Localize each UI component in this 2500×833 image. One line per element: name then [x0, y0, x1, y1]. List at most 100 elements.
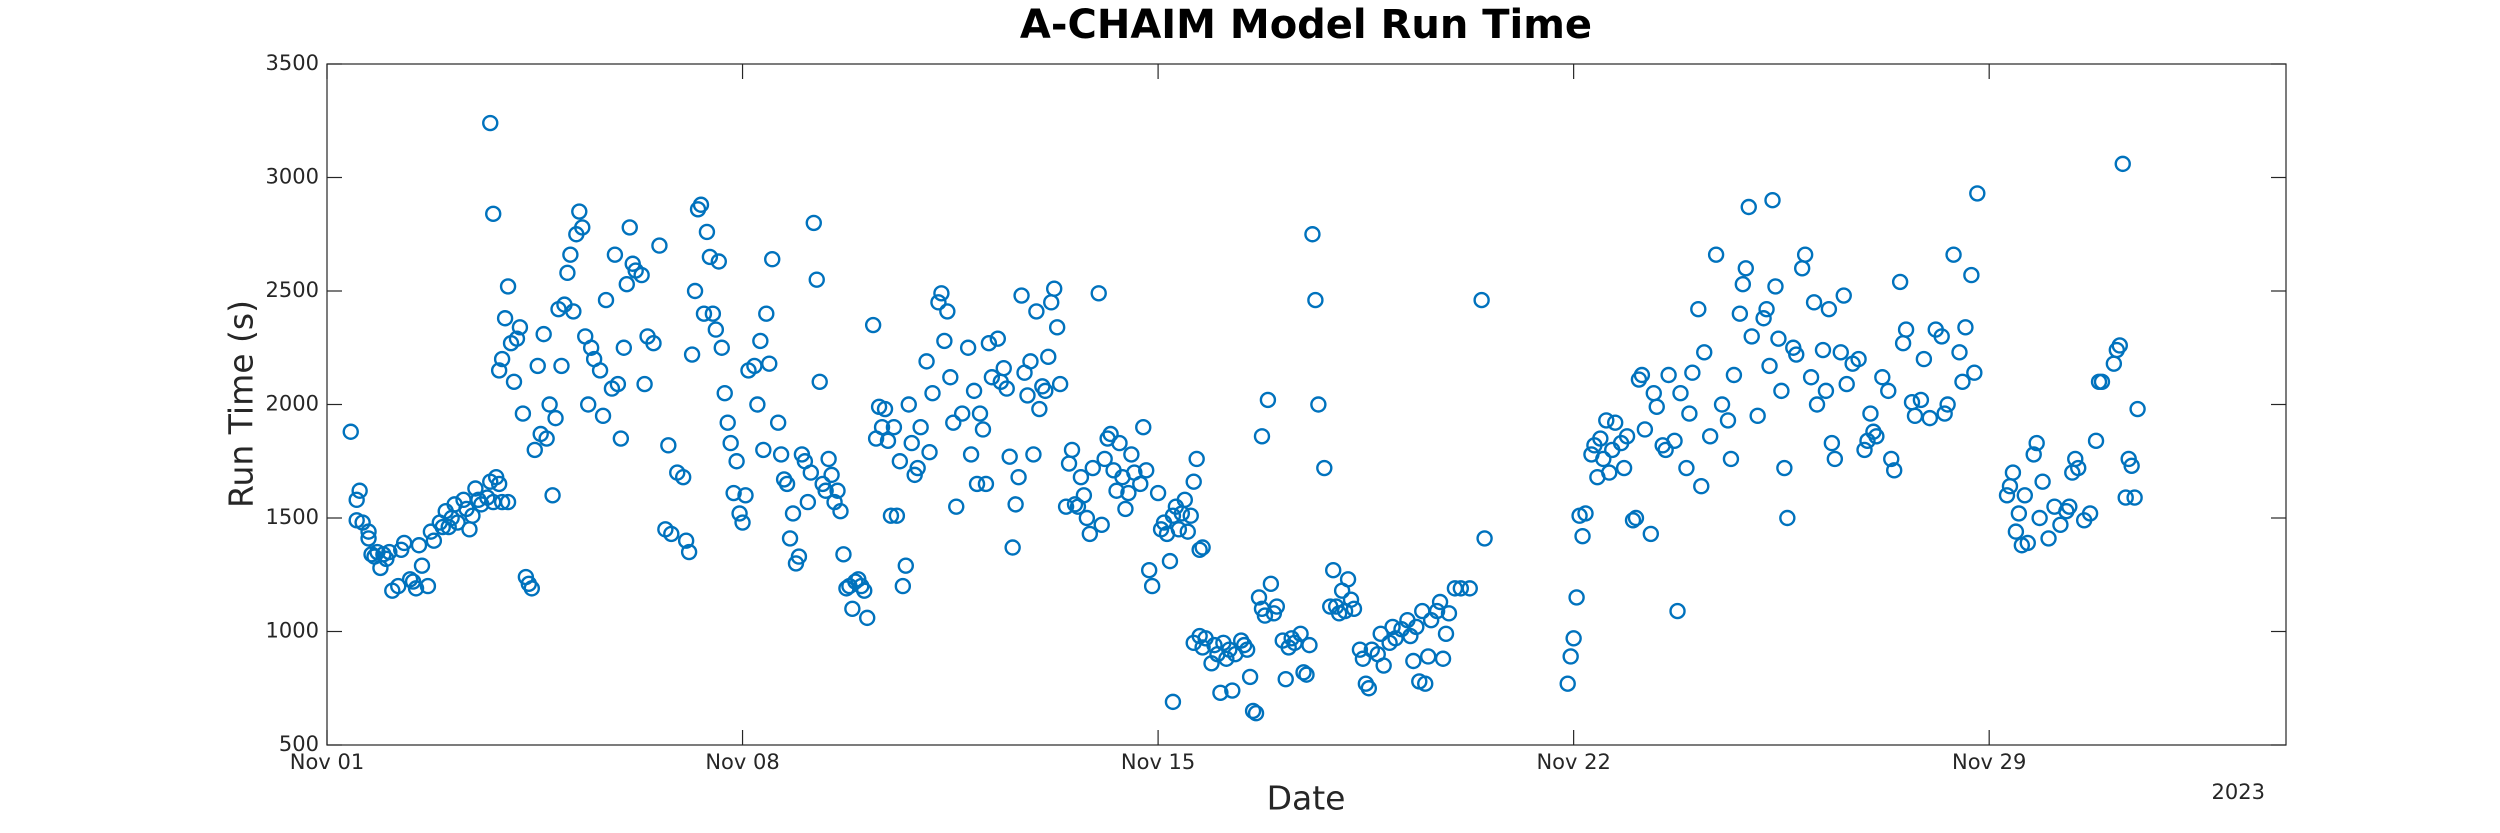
- point: [2052, 516, 2069, 534]
- point: [1764, 191, 1781, 209]
- point: [707, 321, 725, 338]
- point: [1298, 666, 1315, 683]
- point: [758, 305, 775, 322]
- point: [1452, 580, 1470, 597]
- point: [1117, 500, 1134, 518]
- point: [449, 514, 466, 531]
- point: [1731, 305, 1749, 322]
- point: [1277, 670, 1294, 688]
- point: [1725, 366, 1743, 384]
- point: [1262, 575, 1280, 593]
- point: [1832, 344, 1849, 361]
- point: [1793, 260, 1811, 277]
- y-tick-label: 3500: [266, 51, 319, 75]
- point: [1565, 630, 1582, 647]
- point: [2004, 464, 2022, 481]
- point: [1072, 468, 1090, 486]
- point: [1823, 434, 1841, 452]
- point: [1375, 657, 1392, 674]
- point: [1761, 357, 1778, 375]
- point: [749, 396, 766, 413]
- point: [1060, 455, 1078, 472]
- point: [1606, 414, 1624, 431]
- point: [538, 430, 555, 447]
- point: [1672, 384, 1689, 402]
- point: [823, 466, 840, 484]
- point: [419, 577, 437, 595]
- point: [1149, 484, 1167, 502]
- point: [772, 446, 790, 463]
- point: [1191, 541, 1208, 558]
- point: [1182, 507, 1199, 524]
- point: [2081, 505, 2099, 522]
- point: [829, 482, 846, 499]
- point: [1850, 350, 1867, 368]
- point: [971, 405, 989, 422]
- point: [1696, 344, 1713, 361]
- point: [1817, 382, 1835, 400]
- point: [2007, 523, 2025, 540]
- point: [485, 205, 502, 223]
- point: [734, 514, 751, 531]
- point: [1906, 407, 1924, 425]
- point: [876, 400, 894, 418]
- point: [1428, 602, 1446, 620]
- point: [778, 475, 796, 493]
- point: [1046, 280, 1063, 297]
- point: [1259, 391, 1277, 409]
- point: [1880, 382, 1897, 400]
- point: [728, 453, 745, 470]
- point: [1007, 496, 1024, 513]
- point: [725, 484, 742, 502]
- point: [1250, 589, 1268, 606]
- point: [817, 482, 834, 499]
- point: [1102, 425, 1119, 443]
- point: [1891, 273, 1909, 291]
- point: [618, 275, 635, 293]
- point: [1678, 459, 1695, 477]
- point: [1559, 675, 1576, 692]
- point: [713, 339, 730, 356]
- point: [467, 480, 484, 497]
- point: [505, 373, 523, 390]
- point: [859, 609, 876, 627]
- point: [2010, 505, 2028, 522]
- point: [1164, 693, 1182, 711]
- plot-frame: [326, 63, 2287, 746]
- point: [1684, 364, 1701, 381]
- point: [1310, 396, 1327, 413]
- point: [1022, 353, 1039, 370]
- point: [434, 518, 451, 536]
- point: [633, 266, 650, 284]
- point: [1874, 369, 1891, 386]
- point: [921, 443, 938, 461]
- point: [980, 335, 998, 352]
- point: [933, 285, 950, 302]
- point: [1856, 441, 1873, 459]
- point: [888, 507, 906, 524]
- point: [2114, 155, 2131, 173]
- point: [1176, 491, 1194, 509]
- point: [1354, 650, 1372, 667]
- point: [541, 396, 558, 413]
- point: [1135, 419, 1152, 436]
- point: [977, 475, 995, 493]
- point: [1693, 478, 1710, 495]
- point: [1636, 421, 1654, 438]
- point: [799, 493, 817, 511]
- point: [499, 493, 517, 511]
- point: [897, 557, 914, 574]
- point: [1212, 684, 1229, 701]
- point: [903, 434, 920, 452]
- point: [1957, 319, 1974, 336]
- point: [939, 303, 956, 320]
- point: [2061, 498, 2078, 515]
- point: [2123, 457, 2140, 474]
- point: [407, 580, 425, 597]
- point: [1814, 341, 1832, 359]
- point: [1808, 396, 1826, 413]
- point: [1574, 527, 1591, 545]
- point: [1143, 577, 1161, 595]
- point: [582, 339, 600, 356]
- year-annotation: 2023: [2212, 780, 2265, 804]
